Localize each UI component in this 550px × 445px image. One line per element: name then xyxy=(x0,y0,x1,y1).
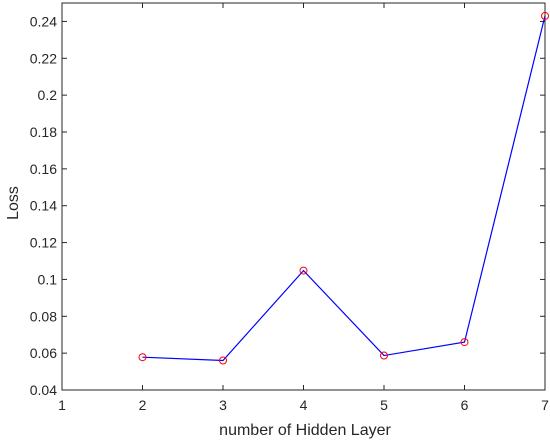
y-tick-label: 0.14 xyxy=(30,198,57,214)
y-tick-label: 0.1 xyxy=(38,271,58,287)
data-point-marker xyxy=(460,338,469,347)
y-tick-label: 0.04 xyxy=(30,382,57,398)
y-tick-label: 0.22 xyxy=(30,50,57,66)
y-tick-label: 0.24 xyxy=(30,13,57,29)
x-tick-label: 6 xyxy=(461,397,469,413)
data-point-marker xyxy=(219,356,227,365)
data-point-marker xyxy=(380,351,388,360)
x-tick-label: 7 xyxy=(541,397,549,413)
y-axis-ticks: 0.04 0.06 0.08 0.1 0.12 0.14 0.16 0.18 0.2 0.22 0.… xyxy=(30,13,545,398)
x-tick-label: 1 xyxy=(58,397,66,413)
y-tick-label: 0.16 xyxy=(30,161,57,177)
data-point-marker xyxy=(299,266,308,275)
x-tick-label: 4 xyxy=(300,397,308,413)
y-tick-label: 0.12 xyxy=(30,235,57,251)
x-tick-label: 5 xyxy=(380,397,388,413)
y-tick-label: 0.08 xyxy=(30,308,57,324)
y-tick-label: 0.18 xyxy=(30,124,57,140)
x-axis-ticks: 1 2 3 4 5 6 7 xyxy=(58,3,549,413)
y-tick-label: 0.2 xyxy=(38,87,58,103)
data-point-marker xyxy=(138,353,147,362)
series-line xyxy=(142,15,546,362)
series-layer xyxy=(138,11,549,365)
x-axis-label: number of Hidden Layer xyxy=(219,422,391,439)
y-axis-label: Loss xyxy=(5,186,22,220)
x-tick-label: 3 xyxy=(219,397,227,413)
data-point-marker xyxy=(541,11,549,20)
x-tick-label: 2 xyxy=(139,397,147,413)
y-tick-label: 0.06 xyxy=(30,345,57,361)
